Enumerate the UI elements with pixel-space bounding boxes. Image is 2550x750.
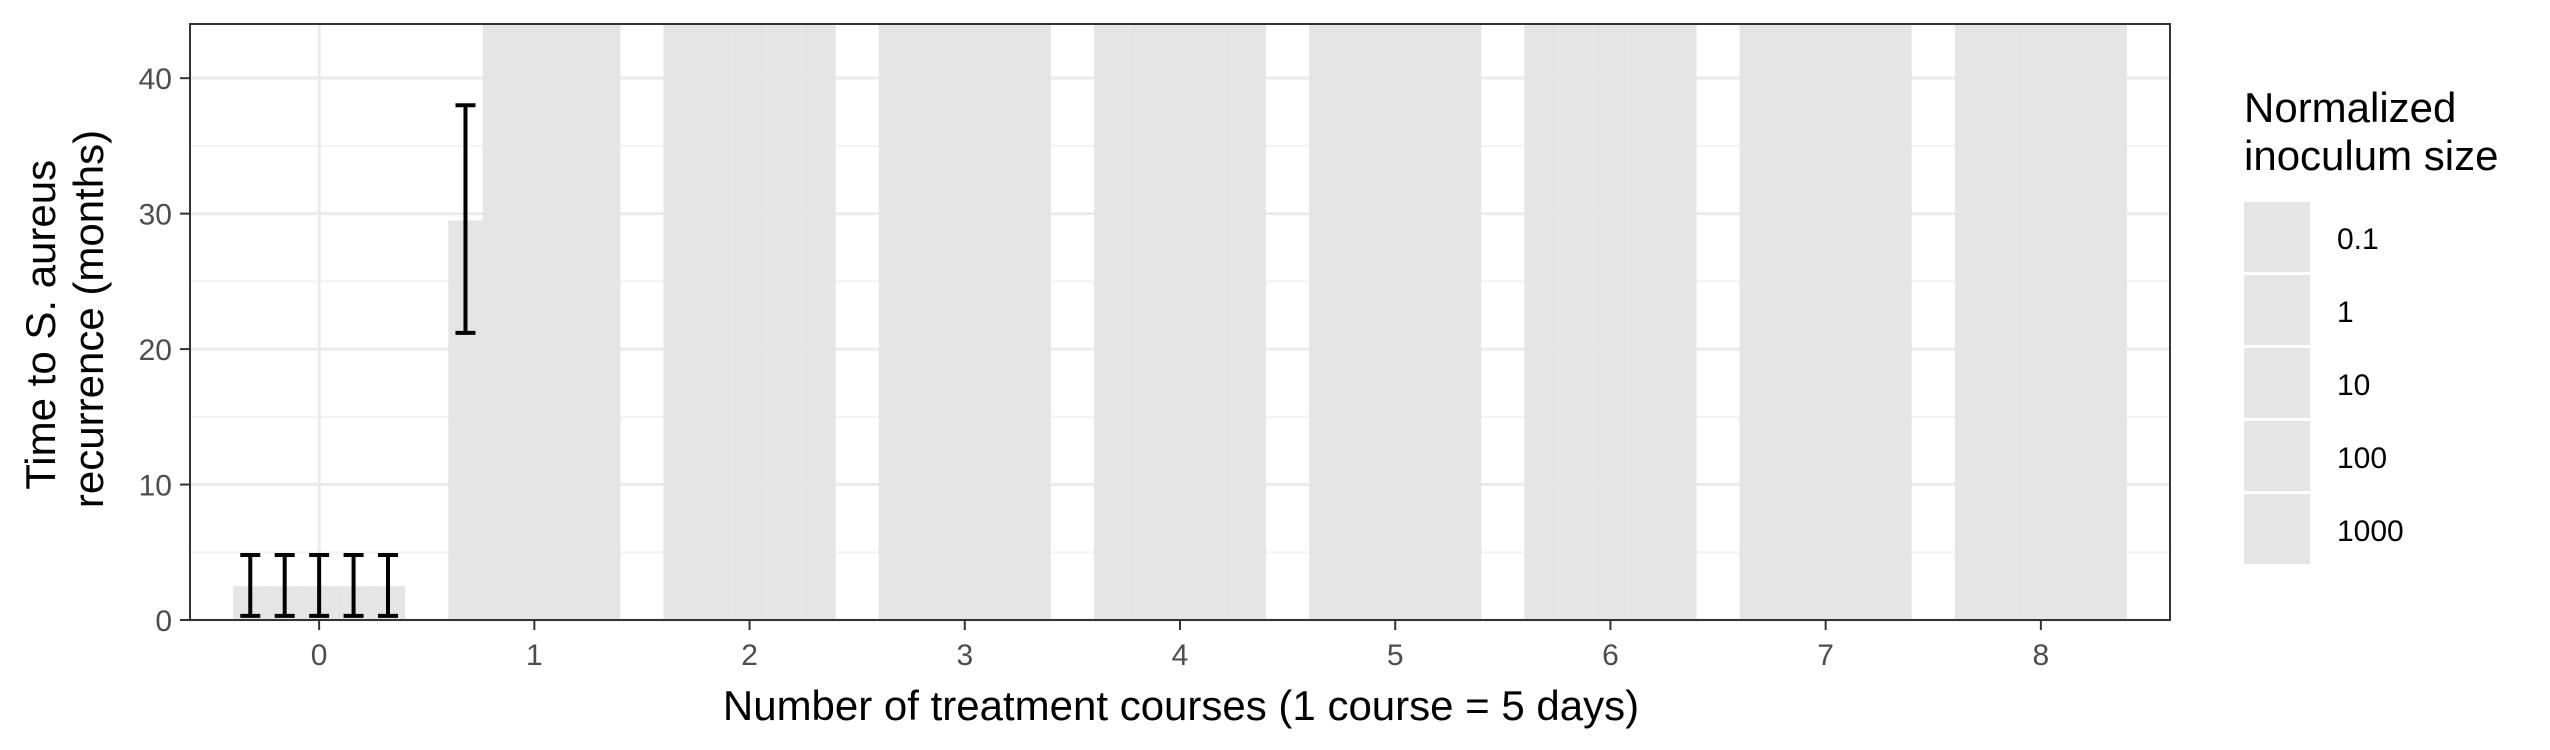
x-tick-label: 3 [956, 639, 973, 672]
legend-key [2244, 275, 2310, 345]
legend-key [2244, 421, 2310, 491]
bar [878, 24, 914, 620]
y-tick-label: 0 [155, 605, 172, 638]
legend-keys: 0.1 1 10 100 1000 [2244, 202, 2404, 564]
x-tick-label: 5 [1387, 639, 1404, 672]
y-axis-title-line-1: Time to S. aureus [17, 160, 64, 490]
bar [1774, 24, 1809, 620]
bar [766, 24, 802, 620]
bar [2023, 24, 2059, 620]
y-axis: 0 10 20 30 40 [139, 63, 190, 638]
bar [913, 24, 948, 620]
bar [663, 24, 698, 620]
legend-title-line-2: inoculum size [2244, 132, 2498, 179]
bar [1627, 24, 1663, 620]
bar [1309, 24, 1344, 620]
bar [1093, 24, 1129, 620]
bars [233, 24, 2127, 620]
bar [1662, 24, 1697, 620]
bar [1162, 24, 1198, 620]
bar [482, 24, 518, 620]
bar [1231, 24, 1267, 620]
y-tick-label: 20 [139, 334, 172, 367]
bar [982, 24, 1017, 620]
x-tick-label: 8 [2033, 639, 2050, 672]
bar [1877, 24, 1912, 620]
bar [697, 24, 733, 620]
bar [1739, 24, 1774, 620]
legend-title-line-1: Normalized [2244, 84, 2456, 131]
bar [732, 24, 767, 620]
y-axis-title-line-2: recurrence (months) [65, 130, 112, 508]
error-bars [240, 103, 476, 618]
bar [1446, 24, 1482, 620]
bar [1989, 24, 2024, 620]
x-tick-label: 2 [741, 639, 758, 672]
bar [1128, 24, 1163, 620]
x-tick-label: 1 [526, 639, 543, 672]
bar [1197, 24, 1232, 620]
bar [1558, 24, 1594, 620]
bar [1016, 24, 1051, 620]
y-tick-label: 40 [139, 63, 172, 96]
legend-key [2244, 202, 2310, 272]
legend-label: 10 [2337, 369, 2370, 402]
bar [801, 24, 836, 620]
y-tick-label: 10 [139, 470, 172, 503]
x-axis-title: Number of treatment courses (1 course = … [723, 682, 1639, 729]
bar [1954, 24, 1990, 620]
legend-key [2244, 348, 2310, 418]
bar [1808, 24, 1843, 620]
bar [1842, 24, 1878, 620]
bar [947, 24, 982, 620]
x-tick-label: 7 [1817, 639, 1834, 672]
legend-label: 1000 [2337, 515, 2404, 548]
y-axis-title: Time to S. aureus recurrence (months) [17, 130, 112, 508]
bar [586, 24, 621, 620]
x-axis: 0 1 2 3 4 5 6 7 8 [311, 620, 2049, 672]
legend-key [2244, 494, 2310, 564]
x-tick-label: 4 [1172, 639, 1189, 672]
legend-label: 1 [2337, 296, 2354, 329]
legend: Normalized inoculum size 0.1 1 10 100 1000 [2244, 84, 2498, 564]
x-tick-label: 6 [1602, 639, 1619, 672]
bar [551, 24, 586, 620]
bar [517, 24, 552, 620]
x-tick-label: 0 [311, 639, 328, 672]
bar [1593, 24, 1628, 620]
legend-title: Normalized inoculum size [2244, 84, 2498, 179]
bar [1524, 24, 1559, 620]
bar [2058, 24, 2093, 620]
legend-label: 100 [2337, 442, 2387, 475]
bar [2092, 24, 2127, 620]
bar [1343, 24, 1378, 620]
bar [1412, 24, 1447, 620]
y-tick-label: 30 [139, 199, 172, 232]
bar [1378, 24, 1413, 620]
legend-label: 0.1 [2337, 223, 2379, 256]
